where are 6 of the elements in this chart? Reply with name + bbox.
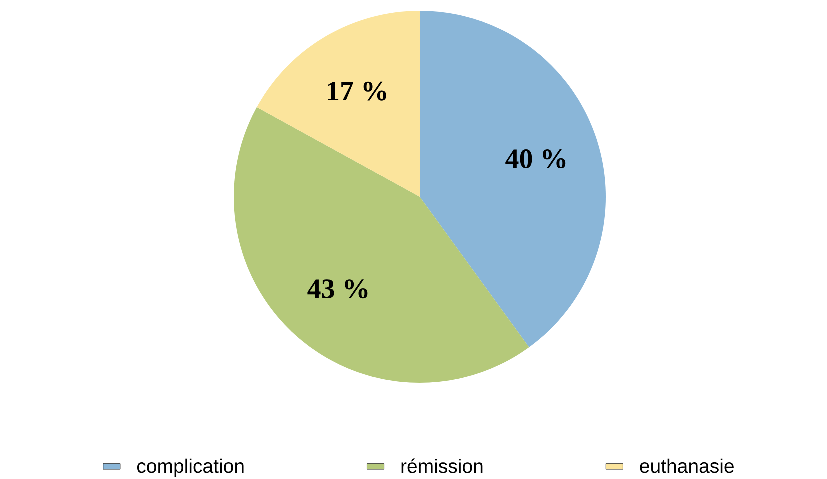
data-label: 43 % bbox=[308, 280, 368, 299]
data-label: 40 % bbox=[506, 150, 566, 169]
legend-label: complication bbox=[137, 458, 244, 478]
legend-label: euthanasie bbox=[640, 458, 734, 474]
legend-label: rémission bbox=[402, 458, 483, 474]
data-label: 17 % bbox=[328, 82, 386, 101]
